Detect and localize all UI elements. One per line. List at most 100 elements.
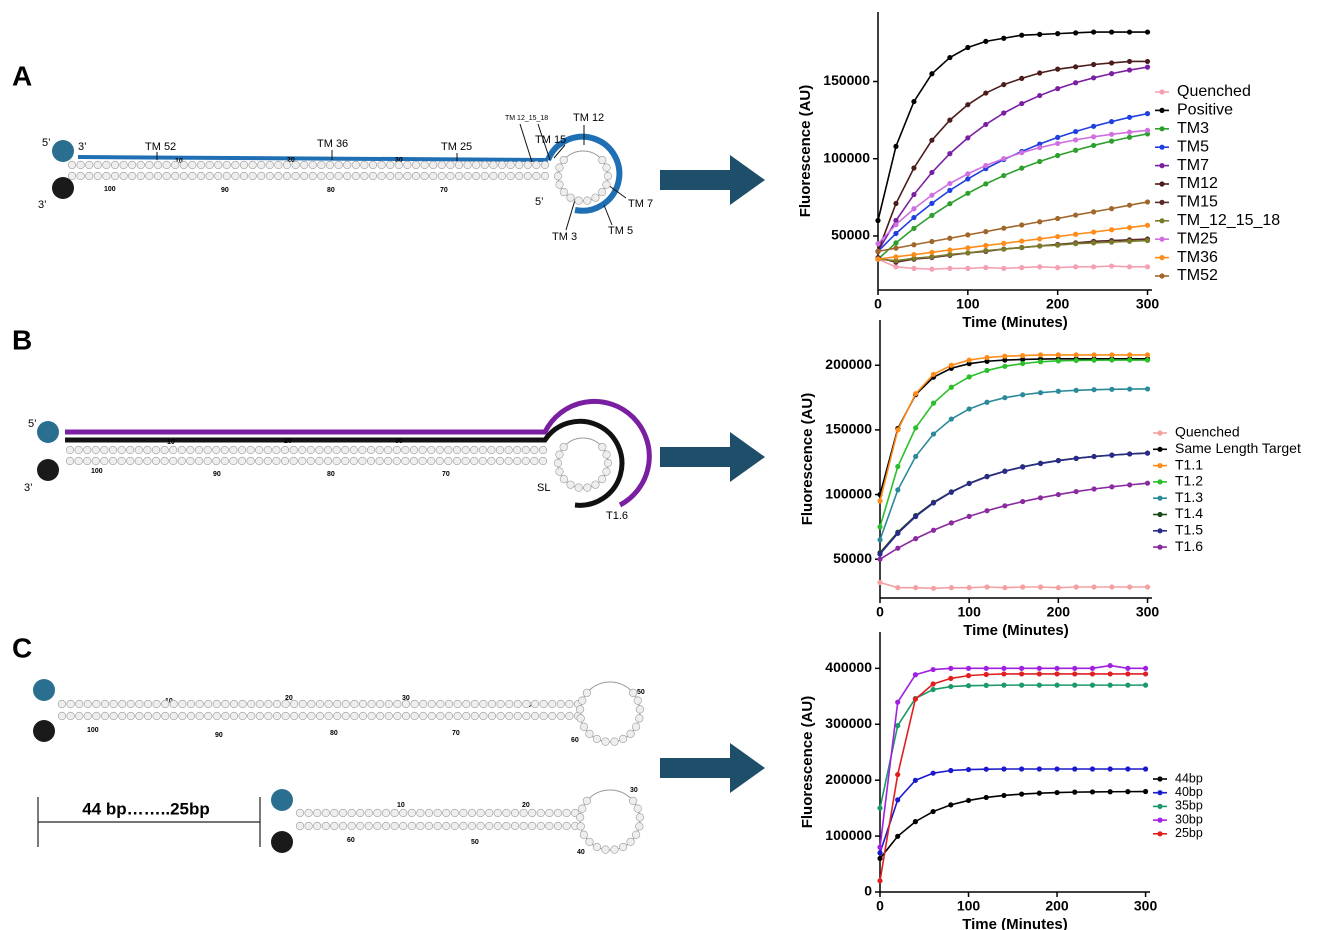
position-label: 80 bbox=[330, 730, 338, 737]
nucleotide bbox=[356, 821, 365, 831]
nucleotide bbox=[255, 699, 264, 709]
data-point bbox=[1091, 584, 1097, 590]
legend-marker bbox=[1159, 255, 1165, 261]
nucleotide bbox=[513, 699, 522, 709]
data-point bbox=[1127, 451, 1133, 457]
nucleotide bbox=[350, 699, 359, 709]
data-point bbox=[1019, 222, 1025, 228]
nucleotide bbox=[576, 705, 585, 714]
data-point bbox=[1055, 134, 1061, 141]
nucleotide bbox=[119, 171, 128, 181]
data-point bbox=[1019, 75, 1025, 82]
nucleotide bbox=[510, 821, 520, 831]
nucleotide bbox=[325, 171, 335, 181]
data-point bbox=[912, 819, 919, 825]
nucleotide bbox=[238, 711, 247, 721]
nucleotide bbox=[519, 821, 528, 831]
data-point bbox=[1108, 227, 1115, 233]
nucleotide bbox=[171, 160, 180, 170]
nucleotide bbox=[366, 445, 376, 455]
nucleotide bbox=[298, 699, 307, 709]
y-tick-label: 0 bbox=[864, 883, 872, 899]
nucleotide bbox=[263, 445, 272, 455]
data-point bbox=[893, 264, 899, 270]
position-label: 100 bbox=[87, 727, 99, 734]
nucleotide bbox=[565, 711, 574, 721]
strand-label: SL bbox=[537, 482, 550, 494]
nucleotide bbox=[487, 711, 497, 721]
nucleotide bbox=[427, 456, 436, 466]
nucleotide bbox=[407, 821, 416, 831]
data-point bbox=[1019, 238, 1025, 244]
data-point bbox=[1055, 265, 1061, 271]
nucleotide bbox=[308, 160, 317, 170]
nucleotide bbox=[579, 830, 588, 839]
nucleotide bbox=[128, 160, 137, 170]
legend-label: TM52 bbox=[1177, 267, 1218, 284]
data-point bbox=[1037, 145, 1043, 151]
nucleotide bbox=[205, 160, 214, 170]
nucleotide bbox=[308, 171, 317, 181]
nucleotide bbox=[324, 699, 333, 709]
nucleotide bbox=[629, 688, 638, 697]
nucleotide bbox=[493, 821, 502, 831]
probe-arc bbox=[545, 133, 623, 214]
data-point bbox=[948, 489, 954, 495]
legend-label: TM12 bbox=[1177, 175, 1218, 192]
nucleotide bbox=[566, 193, 575, 202]
nucleotide bbox=[330, 808, 339, 818]
nucleotide bbox=[470, 711, 479, 721]
nucleotide bbox=[151, 456, 161, 466]
nucleotide bbox=[559, 155, 568, 165]
series-line bbox=[879, 354, 1148, 502]
nucleotide bbox=[429, 160, 438, 170]
data-point bbox=[1108, 131, 1115, 137]
nucleotide bbox=[598, 188, 607, 197]
nucleotide bbox=[411, 160, 421, 170]
marker-label: TM 3 bbox=[552, 231, 577, 243]
nucleotide bbox=[373, 808, 382, 818]
nucleotide bbox=[444, 445, 453, 455]
legend-marker bbox=[1157, 817, 1163, 823]
nucleotide bbox=[74, 456, 83, 466]
nucleotide bbox=[493, 808, 502, 818]
nucleotide bbox=[65, 456, 75, 466]
series-line bbox=[877, 66, 1148, 252]
legend-label: 30bp bbox=[1175, 812, 1203, 826]
nucleotide bbox=[195, 711, 204, 721]
nucleotide bbox=[545, 808, 554, 818]
data-point bbox=[1091, 240, 1097, 246]
data-point bbox=[966, 513, 972, 520]
data-point bbox=[1144, 131, 1151, 137]
nucleotide bbox=[169, 456, 178, 466]
data-point bbox=[1142, 788, 1149, 795]
nucleotide bbox=[214, 171, 223, 181]
data-point bbox=[895, 797, 901, 803]
nucleotide bbox=[247, 699, 256, 709]
nucleotide bbox=[470, 445, 479, 455]
data-point bbox=[1037, 584, 1044, 590]
nucleotide bbox=[169, 445, 178, 455]
legend-label: TM15 bbox=[1177, 194, 1218, 211]
nucleotide bbox=[349, 456, 358, 466]
data-point bbox=[1036, 790, 1042, 796]
data-point bbox=[1108, 71, 1115, 77]
nucleotide bbox=[485, 808, 494, 818]
data-point bbox=[984, 584, 990, 590]
nucleotide bbox=[626, 729, 635, 738]
nucleotide bbox=[446, 171, 455, 181]
marker-label: TM 25 bbox=[441, 141, 472, 153]
nucleotide bbox=[504, 456, 513, 466]
nucleotide bbox=[629, 796, 638, 805]
nucleotide bbox=[452, 445, 462, 455]
nucleotide bbox=[420, 160, 429, 170]
nucleotide bbox=[153, 160, 163, 170]
data-point bbox=[983, 682, 989, 688]
series-line bbox=[879, 768, 1146, 854]
data-point bbox=[1108, 206, 1115, 212]
length-bracket bbox=[37, 797, 261, 847]
panel-label: B bbox=[12, 324, 32, 355]
data-point bbox=[1108, 119, 1115, 125]
data-point bbox=[1036, 665, 1042, 671]
data-point bbox=[929, 169, 935, 176]
